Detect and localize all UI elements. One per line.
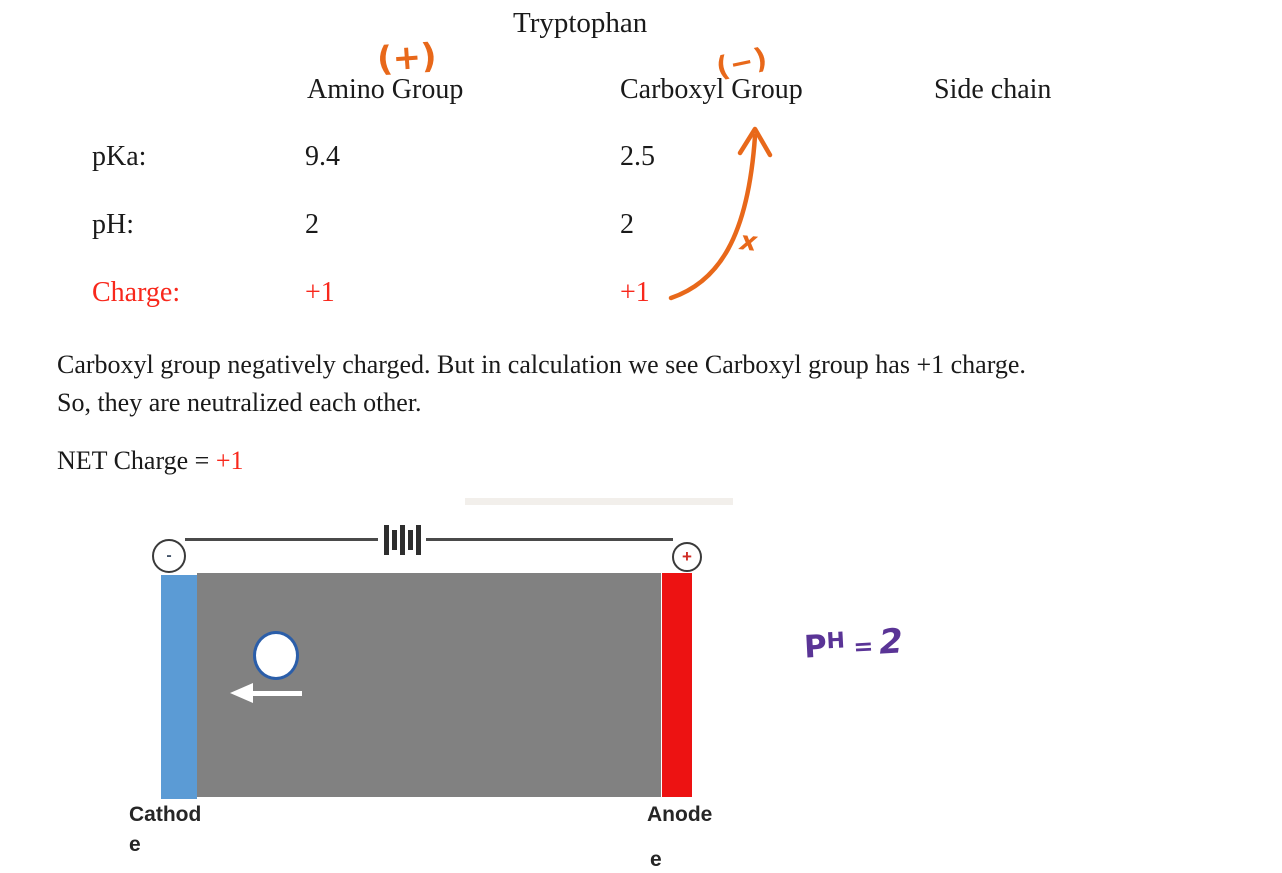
ph-carboxyl-value: 2 <box>620 209 634 240</box>
net-charge-label: NET Charge = <box>57 446 216 475</box>
migration-arrow-icon <box>230 683 253 703</box>
body-text-line1: Carboxyl group negatively charged. But i… <box>57 350 1026 379</box>
ph-amino-value: 2 <box>305 209 319 240</box>
column-header-carboxyl-group: Carboxyl Group <box>620 74 803 105</box>
cathode-label-line2: e <box>129 833 141 856</box>
positive-terminal-icon: + <box>672 542 702 572</box>
ph-row-label: pH: <box>92 209 134 240</box>
column-header-amino-group: Amino Group <box>307 74 464 105</box>
ph-note-value: 2 <box>878 621 904 663</box>
cathode-label-line1: Cathod <box>129 803 202 826</box>
sample-molecule-circle <box>253 631 299 680</box>
ph-note-p: P <box>803 628 828 666</box>
body-text-line2: So, they are neutralized each other. <box>57 388 422 417</box>
net-charge-value: +1 <box>215 446 244 475</box>
cathode-label: Cathod e <box>129 800 201 860</box>
faint-strip <box>465 498 733 505</box>
anode-label-line2: e <box>650 848 662 871</box>
pka-amino-value: 9.4 <box>305 141 340 172</box>
pka-row-label: pKa: <box>92 141 147 172</box>
cathode-electrode-bar <box>161 575 197 799</box>
pka-carboxyl-value: 2.5 <box>620 141 655 172</box>
net-charge-line: NET Charge = +1 <box>57 446 244 476</box>
migration-arrow-shaft <box>252 691 302 696</box>
gel-slab <box>197 573 661 797</box>
ph-handwritten-note: PH = 2 <box>803 621 904 666</box>
page-title: Tryptophan <box>513 7 648 39</box>
charge-carboxyl-value: +1 <box>620 277 650 308</box>
anode-label: Anode <box>647 803 713 826</box>
ph-note-equals: = <box>852 631 875 661</box>
circuit-wire <box>185 538 673 541</box>
ph-note-h: H <box>825 628 846 655</box>
negative-terminal-sign: - <box>166 547 172 564</box>
charge-amino-value: +1 <box>305 277 335 308</box>
negative-terminal-icon: - <box>152 539 186 573</box>
charge-row-label: Charge: <box>92 277 181 308</box>
positive-terminal-sign: + <box>682 547 692 566</box>
column-header-side-chain: Side chain <box>934 74 1052 105</box>
anode-electrode-bar <box>662 573 692 797</box>
x-mark-annotation: x <box>738 226 759 258</box>
